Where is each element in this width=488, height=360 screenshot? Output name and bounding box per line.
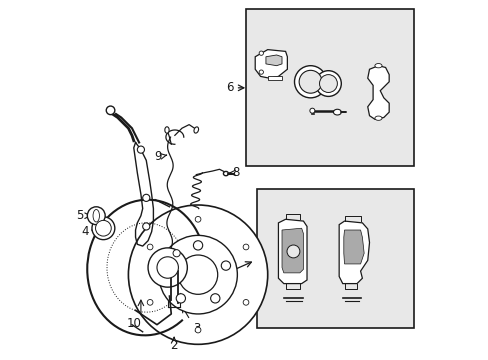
Polygon shape xyxy=(282,228,303,273)
Text: 1: 1 xyxy=(228,268,235,281)
Circle shape xyxy=(315,71,341,96)
Ellipse shape xyxy=(164,127,169,133)
Polygon shape xyxy=(343,230,364,264)
Circle shape xyxy=(193,241,203,250)
Circle shape xyxy=(147,300,153,305)
Ellipse shape xyxy=(194,127,198,133)
Circle shape xyxy=(137,146,144,153)
Circle shape xyxy=(210,294,220,303)
Circle shape xyxy=(128,205,267,344)
Ellipse shape xyxy=(223,171,228,176)
Text: 8: 8 xyxy=(231,166,239,179)
Text: 10: 10 xyxy=(126,317,141,330)
Circle shape xyxy=(106,106,115,114)
Circle shape xyxy=(195,216,201,222)
Circle shape xyxy=(173,249,180,257)
Circle shape xyxy=(309,108,314,113)
Circle shape xyxy=(147,244,153,250)
Ellipse shape xyxy=(333,109,341,115)
Circle shape xyxy=(87,207,105,225)
Bar xyxy=(246,9,413,166)
Bar xyxy=(257,189,413,328)
Polygon shape xyxy=(339,221,369,284)
Text: 9: 9 xyxy=(154,150,162,163)
Circle shape xyxy=(165,261,175,270)
Circle shape xyxy=(294,66,326,98)
Circle shape xyxy=(157,257,178,278)
Circle shape xyxy=(319,75,337,93)
Circle shape xyxy=(243,244,248,250)
Text: 4: 4 xyxy=(81,225,89,238)
Circle shape xyxy=(148,248,187,287)
Text: 3: 3 xyxy=(192,322,200,335)
Text: 5: 5 xyxy=(76,209,83,222)
Polygon shape xyxy=(265,55,282,66)
Circle shape xyxy=(195,327,201,333)
Circle shape xyxy=(178,255,217,294)
Text: 6: 6 xyxy=(226,81,233,94)
Circle shape xyxy=(299,70,322,93)
Text: 7: 7 xyxy=(237,250,244,263)
Circle shape xyxy=(259,51,263,55)
Circle shape xyxy=(286,245,299,258)
Circle shape xyxy=(95,220,111,236)
Polygon shape xyxy=(255,50,287,78)
Circle shape xyxy=(176,294,185,303)
Ellipse shape xyxy=(374,64,381,68)
Ellipse shape xyxy=(374,116,381,120)
Polygon shape xyxy=(367,66,388,119)
Circle shape xyxy=(221,261,230,270)
Ellipse shape xyxy=(93,210,99,222)
Circle shape xyxy=(243,300,248,305)
Circle shape xyxy=(142,223,149,230)
Circle shape xyxy=(142,194,149,202)
Circle shape xyxy=(92,217,115,240)
Polygon shape xyxy=(278,219,306,284)
Bar xyxy=(267,76,282,80)
Circle shape xyxy=(159,235,237,314)
Circle shape xyxy=(259,70,263,74)
Text: 2: 2 xyxy=(170,338,178,351)
